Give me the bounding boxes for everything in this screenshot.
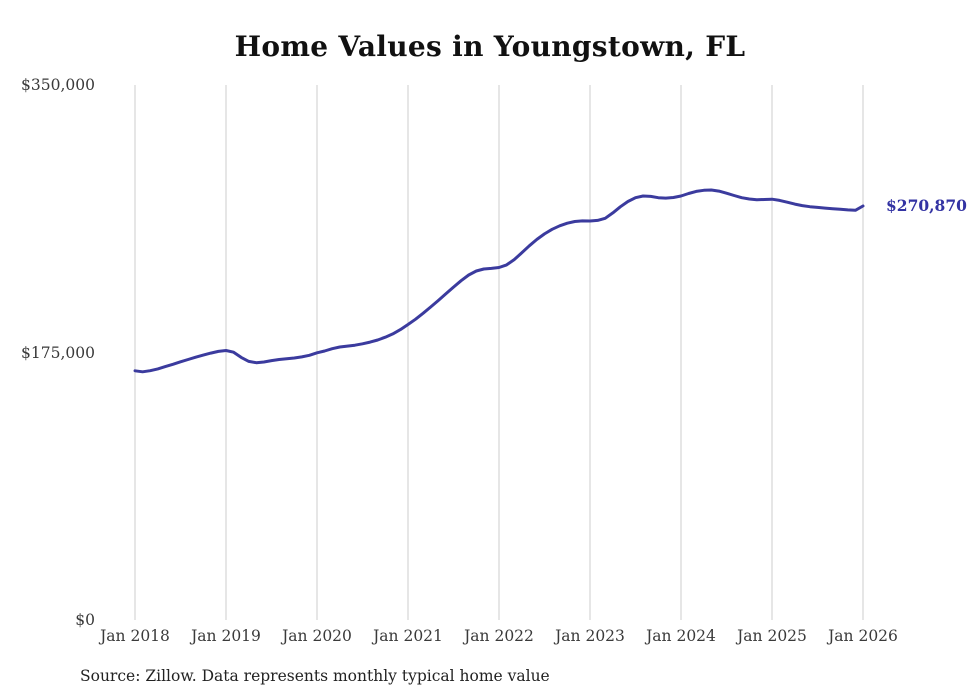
y-axis-tick-350000: $350,000 bbox=[21, 76, 95, 94]
x-axis-tick-jan-2018: Jan 2018 bbox=[100, 627, 170, 645]
x-axis-tick-jan-2025: Jan 2025 bbox=[737, 627, 807, 645]
x-axis-tick-jan-2024: Jan 2024 bbox=[646, 627, 716, 645]
chart-title: Home Values in Youngstown, FL bbox=[234, 30, 746, 63]
x-axis-labels: Jan 2018 Jan 2019 Jan 2020 Jan 2021 Jan 2022… bbox=[0, 626, 980, 648]
x-axis-tick-jan-2019: Jan 2019 bbox=[191, 627, 261, 645]
x-axis-tick-jan-2020: Jan 2020 bbox=[282, 627, 352, 645]
x-axis-tick-jan-2022: Jan 2022 bbox=[464, 627, 534, 645]
x-axis-tick-jan-2021: Jan 2021 bbox=[373, 627, 443, 645]
x-axis-tick-jan-2026: Jan 2026 bbox=[828, 627, 898, 645]
home-value-line-series bbox=[133, 188, 865, 374]
y-axis-tick-175000: $175,000 bbox=[21, 344, 95, 362]
source-note: Source: Zillow. Data represents monthly … bbox=[80, 667, 550, 685]
current-value-label: $270,870 bbox=[886, 196, 967, 215]
vertical-gridlines bbox=[134, 85, 864, 620]
y-axis-tick-0: $0 bbox=[75, 611, 95, 629]
x-axis-tick-jan-2023: Jan 2023 bbox=[555, 627, 625, 645]
